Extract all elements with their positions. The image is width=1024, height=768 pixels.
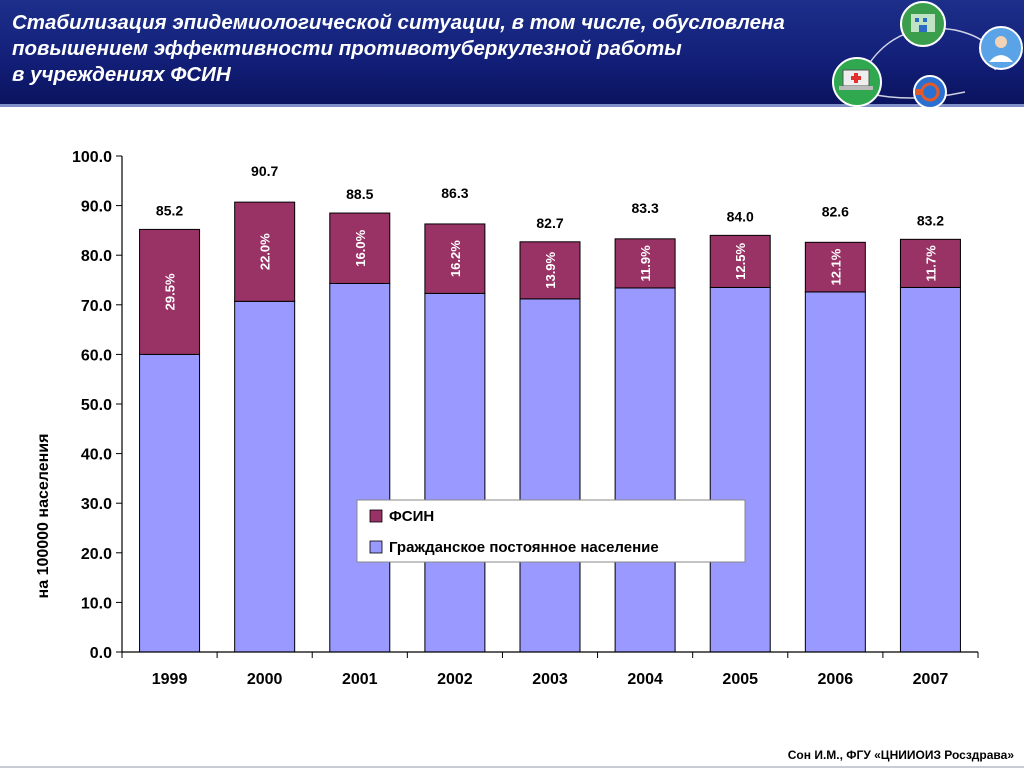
fsin-share-label: 16.2%: [448, 240, 463, 277]
y-tick-label: 0.0: [90, 645, 112, 662]
fsin-share-label: 16.0%: [353, 229, 368, 266]
total-label: 84.0: [727, 208, 754, 224]
source-citation: Сон И.М., ФГУ «ЦНИИОИЗ Росздрава»: [787, 748, 1014, 762]
fsin-share-label: 11.7%: [923, 245, 938, 282]
total-label: 83.2: [917, 212, 944, 228]
total-label: 88.5: [346, 186, 373, 202]
y-tick-label: 60.0: [81, 347, 112, 364]
bar-civil: [709, 286, 771, 653]
hospital-network-globe-icon: [900, 1, 946, 47]
medical-laptop-globe-icon: [832, 57, 882, 107]
y-tick-label: 20.0: [81, 546, 112, 563]
y-tick-label: 80.0: [81, 248, 112, 265]
bar-fsin: [519, 241, 581, 300]
bar-civil: [804, 291, 866, 653]
x-tick-label: 2002: [437, 671, 473, 688]
slide-title: Стабилизация эпидемиологической ситуации…: [12, 10, 852, 88]
total-label: 83.3: [631, 200, 658, 216]
x-tick-label: 2003: [532, 671, 568, 688]
y-tick-label: 30.0: [81, 496, 112, 513]
legend: ФСИН Гражданское постоянное население: [356, 499, 746, 563]
y-tick-label: 40.0: [81, 447, 112, 464]
tb-institution-globe-icon: [913, 75, 947, 109]
y-axis-ticks: 0.0 10.0 20.0 30.0 40.0 50.0 60.0 70.0 80.0 90.0 1…: [72, 149, 122, 662]
total-label: 90.7: [251, 163, 278, 179]
bar-civil: [139, 353, 201, 653]
x-axis-labels: 1999 2000 2001 2002 2003 2004 2005 2006 2007: [152, 671, 949, 688]
y-tick-label: 10.0: [81, 595, 112, 612]
bar-civil: [234, 300, 296, 653]
bar-stacks: 29.5% 85.2 22.0% 90.7 16.0% 88.5 16.2% 86.3 13.9…: [139, 163, 961, 653]
fsin-share-label: 29.5%: [163, 273, 178, 310]
title-line-1: Стабилизация эпидемиологической ситуации…: [12, 11, 785, 34]
bar-fsin: [899, 238, 961, 288]
bar-fsin: [709, 234, 771, 288]
legend-swatch-fsin: [369, 509, 383, 523]
y-tick-label: 100.0: [72, 149, 112, 166]
bar-civil: [424, 292, 486, 653]
bar-chart: 0.0 10.0 20.0 30.0 40.0 50.0 60.0 70.0 80.0 90.0 1…: [35, 149, 979, 688]
y-tick-label: 70.0: [81, 298, 112, 315]
fsin-share-label: 12.1%: [828, 248, 843, 285]
y-tick-label: 50.0: [81, 397, 112, 414]
bar-civil: [899, 286, 961, 653]
bar-fsin: [234, 201, 296, 302]
x-tick-label: 2001: [342, 671, 378, 688]
legend-label-fsin: ФСИН: [389, 508, 434, 525]
x-tick-label: 2005: [722, 671, 758, 688]
total-label: 86.3: [441, 185, 468, 201]
x-tick-label: 2006: [818, 671, 854, 688]
title-line-3: в учреждениях ФСИН: [12, 63, 231, 86]
footer-divider: [0, 766, 1024, 768]
bar-civil: [329, 282, 391, 653]
fsin-share-label: 12.5%: [733, 243, 748, 280]
fsin-share-label: 11.9%: [638, 245, 653, 282]
bar-fsin: [424, 223, 486, 294]
x-tick-label: 2007: [913, 671, 949, 688]
bar-civil: [519, 298, 581, 653]
header-divider: [0, 104, 1024, 107]
bar-civil: [614, 287, 676, 653]
x-tick-label: 1999: [152, 671, 188, 688]
total-label: 82.7: [536, 215, 563, 231]
fsin-share-label: 22.0%: [258, 233, 273, 270]
bar-fsin: [329, 212, 391, 284]
medical-logo: [832, 1, 1023, 109]
axes: [121, 156, 979, 658]
legend-box: [356, 499, 746, 563]
y-tick-label: 90.0: [81, 199, 112, 216]
bar-fsin: [139, 228, 201, 355]
legend-swatch-civil: [369, 540, 383, 554]
x-tick-label: 2004: [627, 671, 663, 688]
x-tick-label: 2000: [247, 671, 283, 688]
title-line-2: повышением эффективности противотуберкул…: [12, 37, 682, 60]
y-axis-title: на 100000 населения: [35, 434, 52, 599]
fsin-share-label: 13.9%: [543, 251, 558, 288]
bar-fsin: [804, 241, 866, 293]
total-label: 85.2: [156, 202, 183, 218]
total-label: 82.6: [822, 203, 849, 219]
legend-label-civil: Гражданское постоянное население: [389, 539, 659, 556]
doctor-globe-icon: [979, 26, 1023, 70]
bar-fsin: [614, 238, 676, 289]
